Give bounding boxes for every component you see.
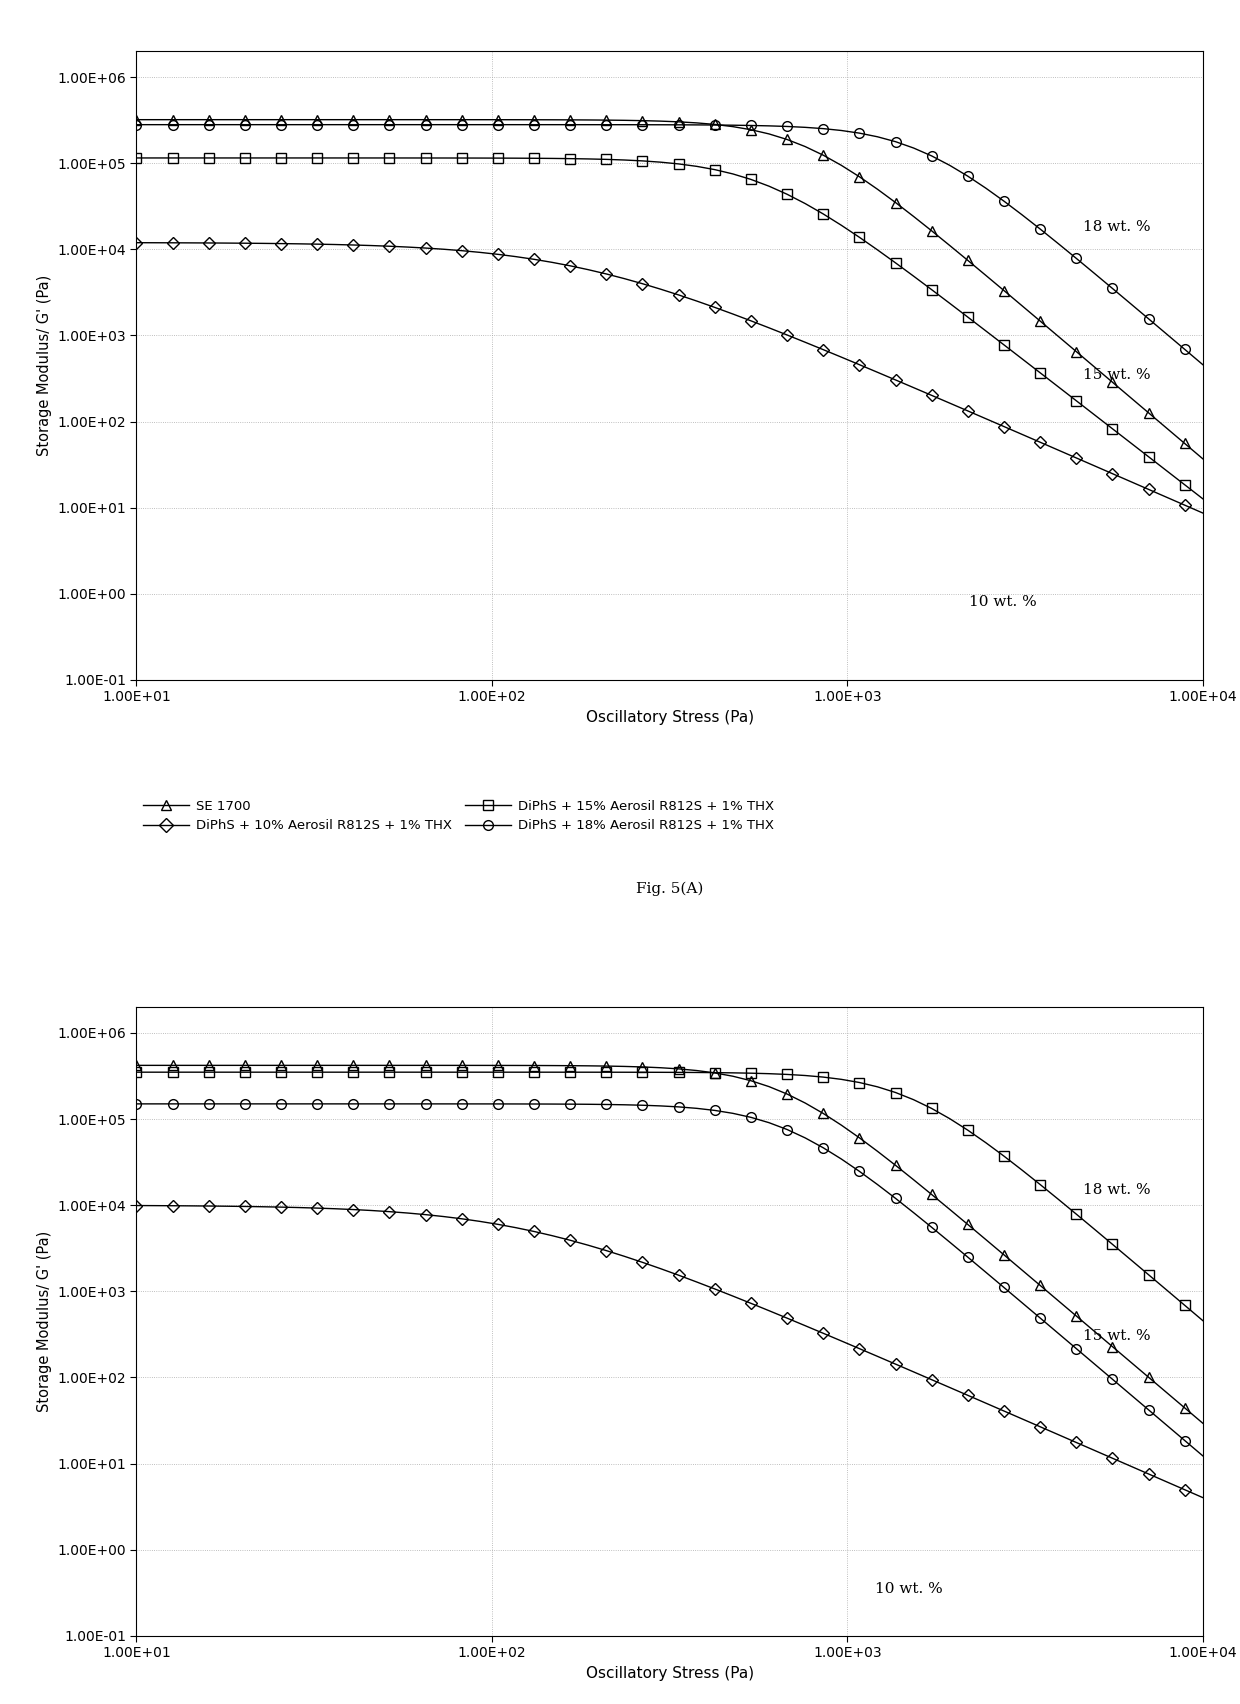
Text: Fig. 5(A): Fig. 5(A) xyxy=(636,881,703,896)
Text: 15 wt. %: 15 wt. % xyxy=(1083,368,1151,382)
Legend: SE 1700, DiPhS + 10% Aerosil R812S + 1% THX, DiPhS + 15% Aerosil R812S + 1% THX,: SE 1700, DiPhS + 10% Aerosil R812S + 1% … xyxy=(143,799,774,832)
Text: 10 wt. %: 10 wt. % xyxy=(875,1581,944,1597)
Y-axis label: Storage Modulus/ G' (Pa): Storage Modulus/ G' (Pa) xyxy=(37,1230,52,1413)
Y-axis label: Storage Modulus/ G' (Pa): Storage Modulus/ G' (Pa) xyxy=(37,274,52,457)
Text: 10 wt. %: 10 wt. % xyxy=(968,595,1037,610)
X-axis label: Oscillatory Stress (Pa): Oscillatory Stress (Pa) xyxy=(585,711,754,724)
Text: 18 wt. %: 18 wt. % xyxy=(1083,1183,1151,1196)
Text: 15 wt. %: 15 wt. % xyxy=(1083,1329,1151,1343)
X-axis label: Oscillatory Stress (Pa): Oscillatory Stress (Pa) xyxy=(585,1667,754,1680)
Text: 18 wt. %: 18 wt. % xyxy=(1083,220,1151,235)
